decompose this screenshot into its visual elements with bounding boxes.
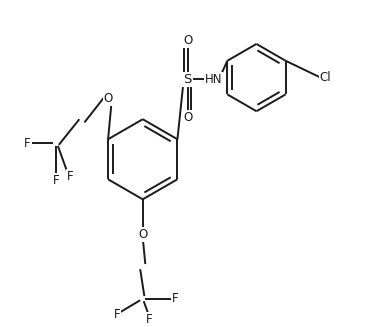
Text: S: S: [183, 73, 192, 86]
Text: HN: HN: [205, 73, 222, 86]
Text: O: O: [183, 111, 192, 124]
Text: O: O: [183, 34, 192, 47]
Text: F: F: [24, 137, 31, 150]
Text: F: F: [67, 170, 74, 183]
Text: F: F: [53, 174, 60, 187]
Text: F: F: [146, 313, 153, 326]
Text: F: F: [114, 308, 121, 321]
Text: O: O: [104, 92, 113, 105]
Text: F: F: [171, 292, 178, 305]
Text: O: O: [138, 228, 147, 241]
Text: Cl: Cl: [320, 71, 331, 84]
